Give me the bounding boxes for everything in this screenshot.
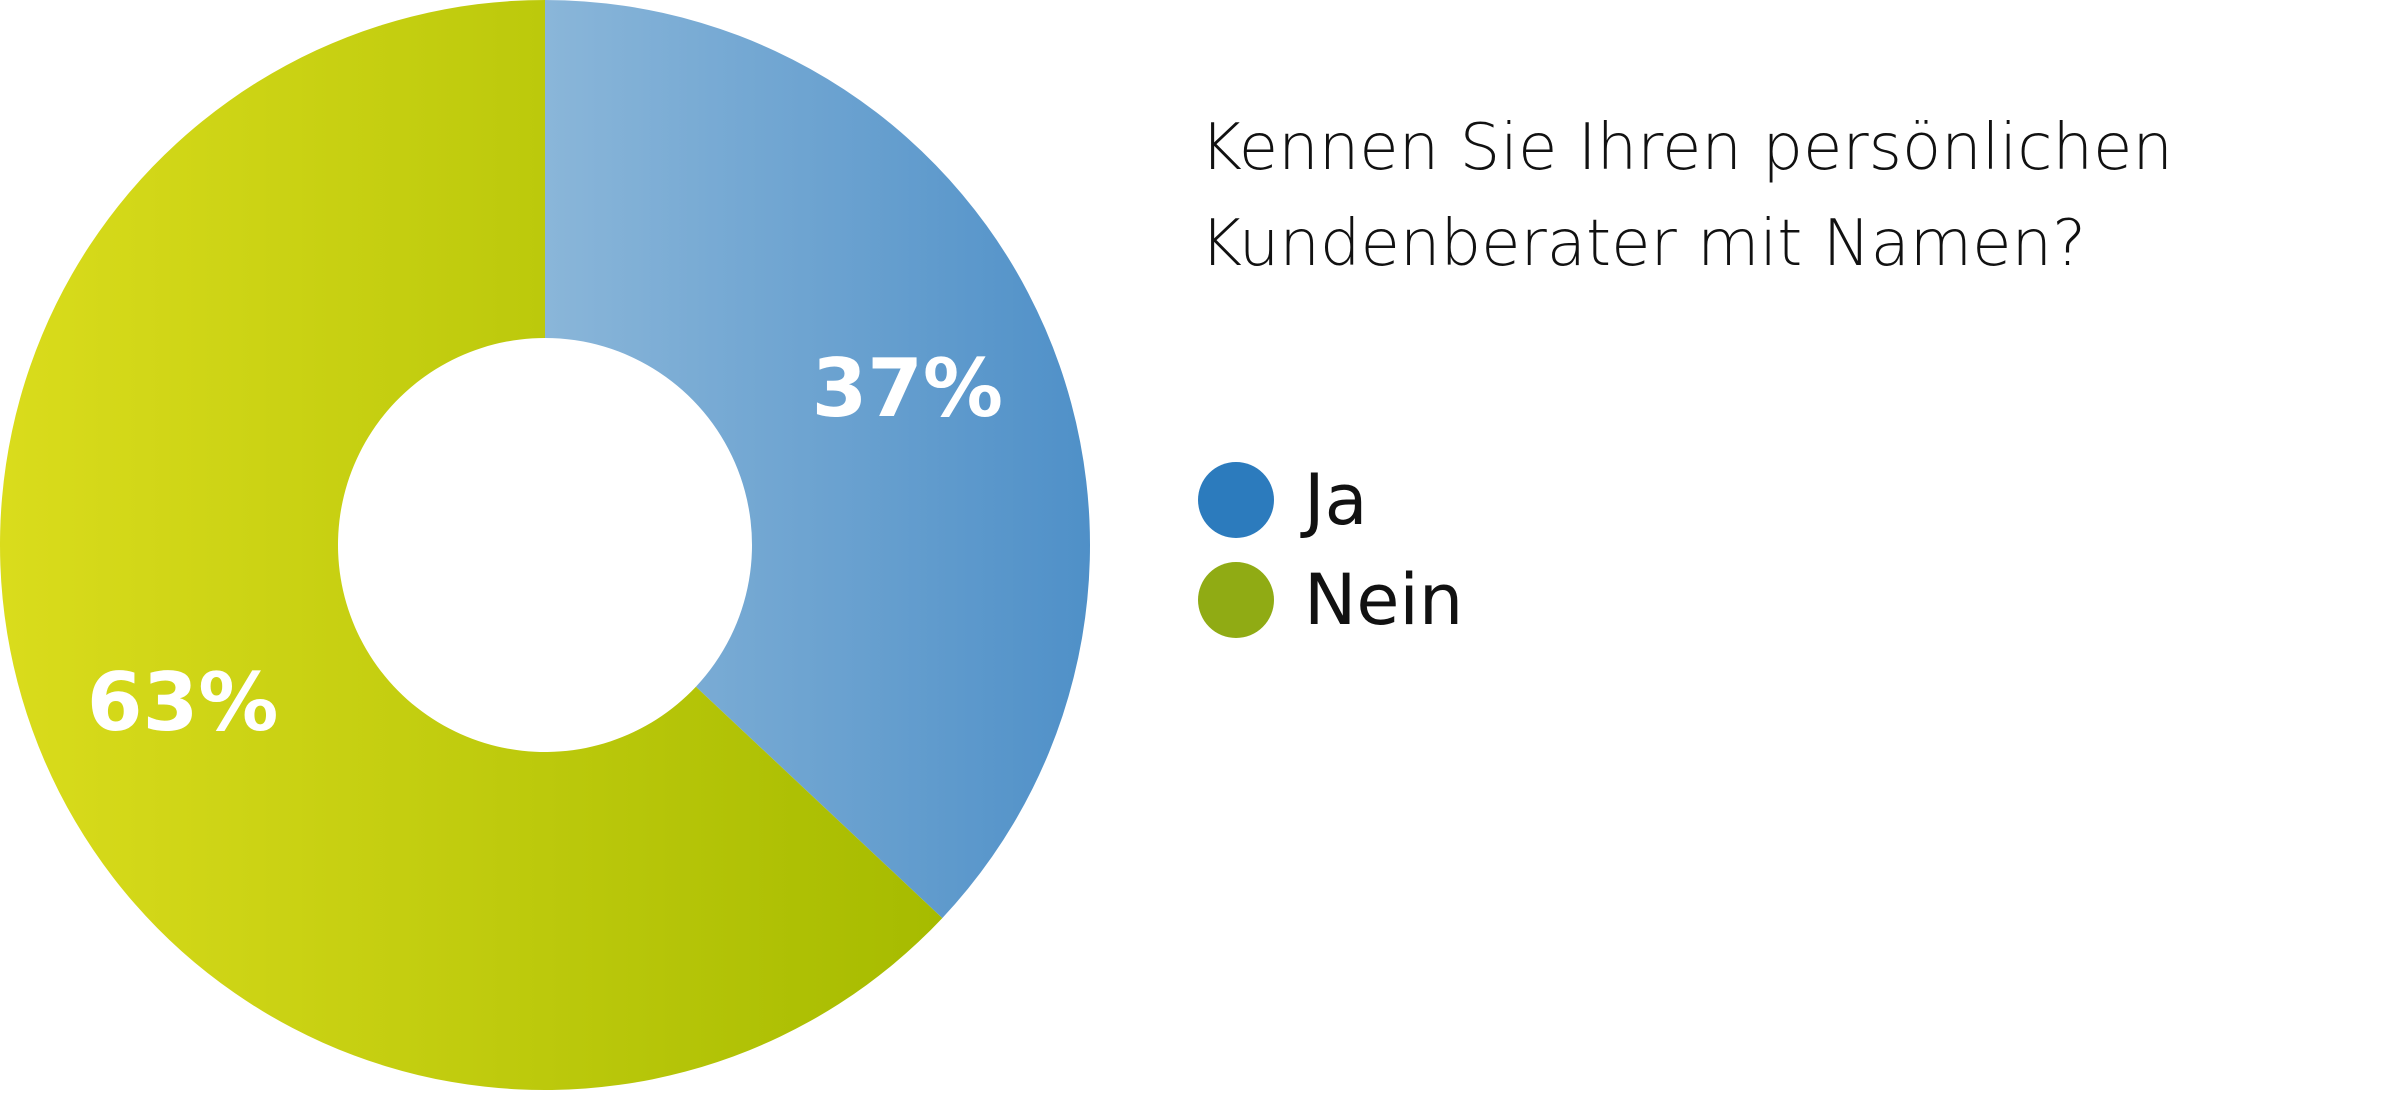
slice-nein bbox=[0, 0, 943, 1090]
chart-title: Kennen Sie Ihren persönlichen Kundenbera… bbox=[1200, 100, 2173, 292]
legend-swatch-nein bbox=[1198, 562, 1274, 638]
donut-chart: 37% 63% bbox=[0, 0, 1090, 1090]
legend-label-ja: Ja bbox=[1304, 459, 1368, 541]
data-label-ja: 37% bbox=[812, 342, 1003, 435]
legend-item-nein: Nein bbox=[1198, 550, 1463, 650]
legend-swatch-ja bbox=[1198, 462, 1274, 538]
slice-ja bbox=[545, 0, 1090, 919]
legend-item-ja: Ja bbox=[1198, 450, 1463, 550]
legend: Ja Nein bbox=[1198, 450, 1463, 650]
chart-title-line-2: Kundenberater mit Namen? bbox=[1200, 207, 2087, 281]
legend-label-nein: Nein bbox=[1304, 559, 1464, 641]
chart-title-line-1: Kennen Sie Ihren persönlichen bbox=[1200, 111, 2173, 185]
data-label-nein: 63% bbox=[87, 656, 278, 749]
